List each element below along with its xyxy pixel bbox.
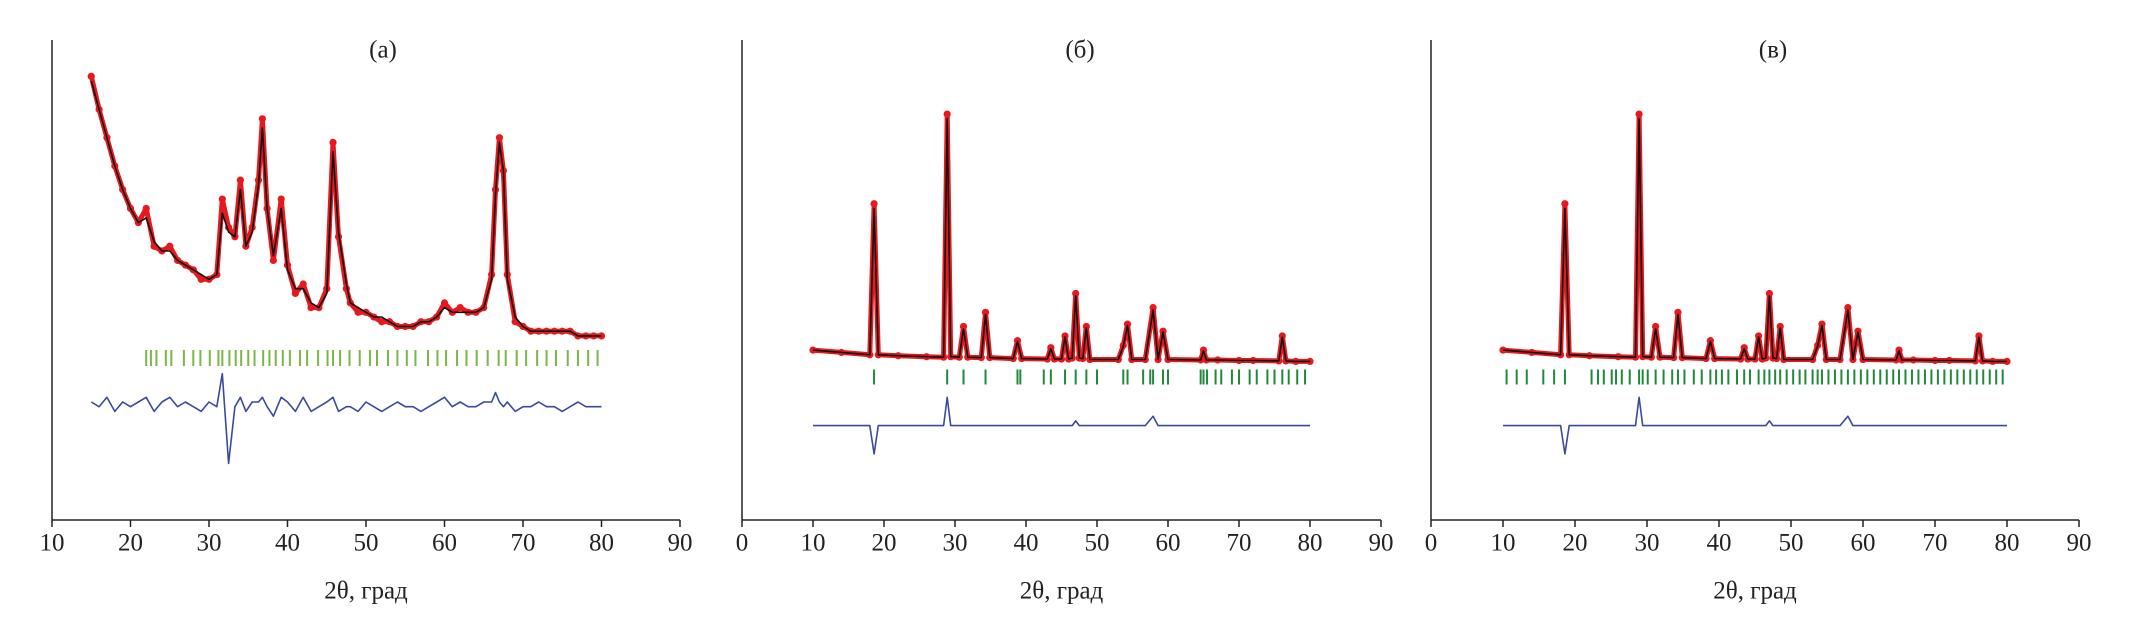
x-tick-label: 50 — [1779, 530, 1804, 557]
series-line — [90, 80, 602, 337]
observed-point — [291, 289, 299, 298]
observed-point — [1652, 322, 1660, 331]
observed-point — [1159, 327, 1167, 335]
observed-point — [166, 242, 174, 250]
x-tick-label: 20 — [118, 530, 143, 557]
observed-point — [1854, 327, 1862, 335]
observed-point — [1740, 344, 1748, 352]
observed-point — [218, 195, 226, 203]
x-tick-label: 50 — [1085, 530, 1110, 557]
x-tick-label: 70 — [1923, 530, 1948, 557]
series-line — [812, 118, 1310, 363]
x-tick-label: 60 — [1851, 530, 1876, 557]
observed-point — [142, 204, 150, 213]
x-tick-label: 20 — [1563, 530, 1588, 557]
series-line — [813, 396, 1310, 455]
observed-point — [870, 200, 878, 208]
observed-point — [1072, 289, 1080, 298]
observed-point — [277, 195, 285, 203]
observed-point — [943, 110, 951, 118]
x-tick-label: 70 — [511, 530, 536, 557]
observed-point — [959, 322, 968, 331]
chart-title: (в) — [1759, 37, 1787, 64]
observed-point — [299, 280, 307, 288]
observed-point — [1706, 337, 1714, 345]
observed-point — [1635, 110, 1643, 118]
observed-point — [440, 299, 449, 307]
x-tick-label: 0 — [736, 530, 749, 557]
observed-point — [1844, 304, 1852, 312]
series-line — [1502, 118, 2007, 363]
x-tick-label: 80 — [1995, 530, 2020, 557]
x-tick-label: 60 — [1156, 530, 1181, 557]
series-line — [90, 372, 602, 465]
x-tick-label: 10 — [1491, 530, 1516, 557]
observed-point — [354, 308, 362, 316]
observed-point — [269, 256, 277, 264]
x-tick-label: 70 — [1227, 530, 1252, 557]
chart-title: (б) — [1065, 37, 1094, 64]
observed-band — [1502, 111, 2007, 364]
observed-point — [1674, 308, 1682, 316]
observed-point — [1776, 322, 1784, 331]
observed-point — [456, 304, 464, 312]
observed-point — [1047, 344, 1055, 352]
observed-point — [378, 318, 386, 326]
x-axis-label: 2θ, град — [324, 578, 408, 605]
x-tick-label: 50 — [354, 530, 379, 557]
x-tick-label: 80 — [1298, 530, 1323, 557]
observed-point — [1975, 332, 1983, 340]
series-line — [1503, 396, 2007, 455]
x-tick-label: 30 — [1635, 530, 1660, 557]
x-tick-label: 60 — [432, 530, 457, 557]
observed-point — [87, 72, 95, 80]
x-tick-label: 90 — [668, 530, 693, 557]
x-axis-label: 2θ, град — [1713, 578, 1797, 605]
x-tick-label: 80 — [589, 530, 614, 557]
observed-point — [1499, 346, 1507, 354]
x-tick-label: 10 — [40, 530, 65, 557]
observed-point — [1818, 320, 1826, 328]
observed-point — [197, 275, 205, 283]
x-tick-label: 10 — [801, 530, 826, 557]
observed-point — [307, 304, 315, 312]
x-tick-label: 90 — [2067, 530, 2092, 557]
observed-point — [236, 176, 244, 184]
observed-point — [1149, 304, 1157, 312]
observed-point — [258, 115, 266, 123]
x-axis-label: 2θ, град — [1020, 578, 1104, 605]
x-tick-label: 20 — [872, 530, 897, 557]
observed-point — [1013, 337, 1022, 345]
x-tick-label: 40 — [1707, 530, 1732, 557]
observed-point — [1061, 332, 1069, 340]
observed-point — [981, 308, 990, 316]
chart-title: (а) — [369, 37, 397, 64]
observed-point — [329, 138, 337, 146]
observed-point — [1755, 332, 1763, 340]
observed-point — [1199, 346, 1208, 354]
x-tick-label: 40 — [275, 530, 300, 557]
observed-point — [1895, 346, 1903, 354]
observed-point — [1082, 322, 1090, 331]
observed-point — [495, 134, 504, 142]
observed-point — [1561, 200, 1569, 208]
x-tick-label: 40 — [1014, 530, 1039, 557]
x-tick-label: 30 — [197, 530, 222, 557]
observed-band — [88, 75, 602, 339]
x-tick-label: 0 — [1425, 530, 1438, 557]
x-tick-label: 30 — [943, 530, 968, 557]
observed-point — [1123, 320, 1132, 328]
observed-point — [1765, 289, 1773, 298]
observed-point — [1278, 332, 1286, 340]
x-tick-label: 90 — [1369, 530, 1394, 557]
observed-band — [812, 111, 1310, 364]
observed-point — [809, 346, 817, 354]
